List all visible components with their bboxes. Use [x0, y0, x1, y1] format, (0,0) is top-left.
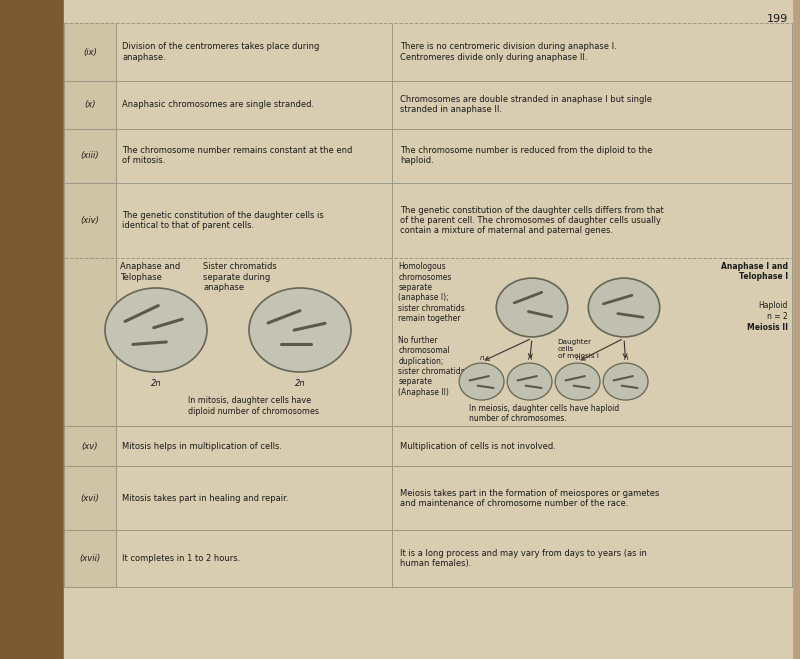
Text: (ix): (ix)	[83, 47, 97, 57]
Text: (xv): (xv)	[82, 442, 98, 451]
Text: Meiosis II: Meiosis II	[747, 322, 788, 331]
Text: Anaphasic chromosomes are single stranded.: Anaphasic chromosomes are single strande…	[122, 100, 314, 109]
Text: 199: 199	[766, 14, 788, 24]
Text: n: n	[479, 355, 484, 361]
Bar	[0, 0, 64, 659]
Circle shape	[555, 363, 600, 400]
Text: Sister chromatids
separate during
anaphase: Sister chromatids separate during anapha…	[203, 262, 277, 292]
Circle shape	[496, 278, 568, 337]
Circle shape	[603, 363, 648, 400]
Text: It completes in 1 to 2 hours.: It completes in 1 to 2 hours.	[122, 554, 241, 563]
Text: Meiosis takes part in the formation of meiospores or gametes
and maintenance of : Meiosis takes part in the formation of m…	[400, 488, 659, 508]
Text: No further
chromosomal
duplication;
sister chromatids
separate
(Anaphase II): No further chromosomal duplication; sist…	[398, 335, 465, 397]
Text: Mitosis takes part in healing and repair.: Mitosis takes part in healing and repair…	[122, 494, 289, 503]
Bar	[64, 183, 116, 258]
Text: The genetic constitution of the daughter cells differs from that
of the parent c: The genetic constitution of the daughter…	[400, 206, 664, 235]
Text: n: n	[575, 355, 580, 361]
Text: (xvii): (xvii)	[79, 554, 101, 563]
Bar	[64, 530, 116, 587]
Bar	[64, 23, 116, 81]
Circle shape	[459, 363, 504, 400]
Bar	[64, 258, 116, 426]
Text: 2n: 2n	[294, 378, 306, 387]
Bar	[64, 81, 116, 129]
Text: n: n	[623, 355, 628, 361]
Text: Anaphase and
Telophase: Anaphase and Telophase	[120, 262, 180, 281]
Text: (xiv): (xiv)	[81, 216, 99, 225]
Text: (xiii): (xiii)	[81, 151, 99, 160]
Circle shape	[588, 278, 660, 337]
Text: Multiplication of cells is not involved.: Multiplication of cells is not involved.	[400, 442, 556, 451]
Bar	[64, 426, 116, 466]
Text: (x): (x)	[84, 100, 96, 109]
Bar	[64, 466, 116, 530]
Circle shape	[249, 288, 351, 372]
Text: Chromosomes are double stranded in anaphase I but single
stranded in anaphase II: Chromosomes are double stranded in anaph…	[400, 95, 652, 115]
Text: (xvi): (xvi)	[81, 494, 99, 503]
Text: It is a long process and may vary from days to years (as in
human females).: It is a long process and may vary from d…	[400, 549, 647, 568]
Text: The chromosome number remains constant at the end
of mitosis.: The chromosome number remains constant a…	[122, 146, 353, 165]
Text: Haploid
n = 2: Haploid n = 2	[758, 301, 788, 320]
Text: There is no centromeric division during anaphase I.
Centromeres divide only duri: There is no centromeric division during …	[400, 42, 617, 62]
Text: In meiosis, daughter cells have haploid
number of chromosomes.: In meiosis, daughter cells have haploid …	[469, 404, 619, 423]
Text: Mitosis helps in multiplication of cells.: Mitosis helps in multiplication of cells…	[122, 442, 282, 451]
Circle shape	[507, 363, 552, 400]
Text: In mitosis, daughter cells have
diploid number of chromosomes: In mitosis, daughter cells have diploid …	[189, 397, 319, 416]
Text: The genetic constitution of the daughter cells is
identical to that of parent ce: The genetic constitution of the daughter…	[122, 211, 324, 230]
Text: 2n: 2n	[150, 378, 162, 387]
Text: n: n	[527, 355, 532, 361]
Text: Division of the centromeres takes place during
anaphase.: Division of the centromeres takes place …	[122, 42, 320, 62]
Text: The chromosome number is reduced from the diploid to the
haploid.: The chromosome number is reduced from th…	[400, 146, 652, 165]
Bar	[64, 129, 116, 183]
Text: Daughter
cells
of meiosis I: Daughter cells of meiosis I	[558, 339, 598, 359]
Circle shape	[105, 288, 207, 372]
Text: Homologous
chromosomes
separate
(anaphase I);
sister chromatids
remain together: Homologous chromosomes separate (anaphas…	[398, 262, 465, 324]
Text: Anaphase I and
Telophase I: Anaphase I and Telophase I	[721, 262, 788, 281]
